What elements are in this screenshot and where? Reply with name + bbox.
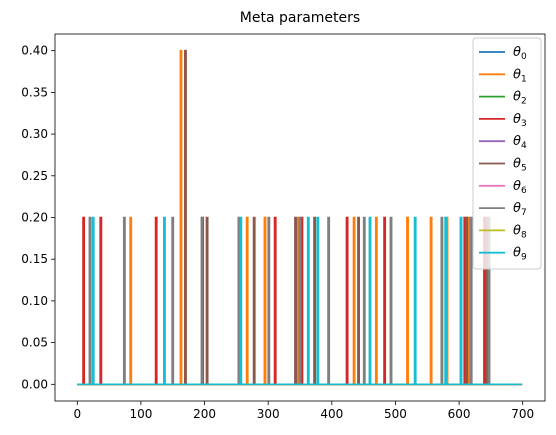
series-line-theta-7 <box>77 216 523 386</box>
y-tick-label: 0.20 <box>21 211 48 225</box>
x-tick-label: 500 <box>384 407 407 421</box>
series-line-theta-9 <box>77 216 523 386</box>
x-tick-label: 600 <box>448 407 471 421</box>
x-tick-label: 0 <box>73 407 81 421</box>
y-tick-label: 0.35 <box>21 85 48 99</box>
y-tick-label: 0.40 <box>21 44 48 58</box>
y-tick-label: 0.25 <box>21 169 48 183</box>
y-tick-label: 0.05 <box>21 336 48 350</box>
x-tick-label: 700 <box>511 407 534 421</box>
y-tick-label: 0.15 <box>21 252 48 266</box>
y-tick-label: 0.00 <box>21 377 48 391</box>
axes: 0 100 200 300 400 500 600 700 0.00 0.05 0.10 0.15 0.… <box>21 33 546 421</box>
y-tick-label: 0.10 <box>21 294 48 308</box>
y-tick-label: 0.30 <box>21 127 48 141</box>
chart-title: Meta parameters <box>240 10 360 26</box>
x-tick-label: 400 <box>320 407 343 421</box>
legend-box <box>472 37 542 270</box>
x-tick-label: 200 <box>193 407 216 421</box>
x-tick-label: 300 <box>257 407 280 421</box>
series-layer <box>77 49 523 386</box>
x-tick-label: 100 <box>129 407 152 421</box>
